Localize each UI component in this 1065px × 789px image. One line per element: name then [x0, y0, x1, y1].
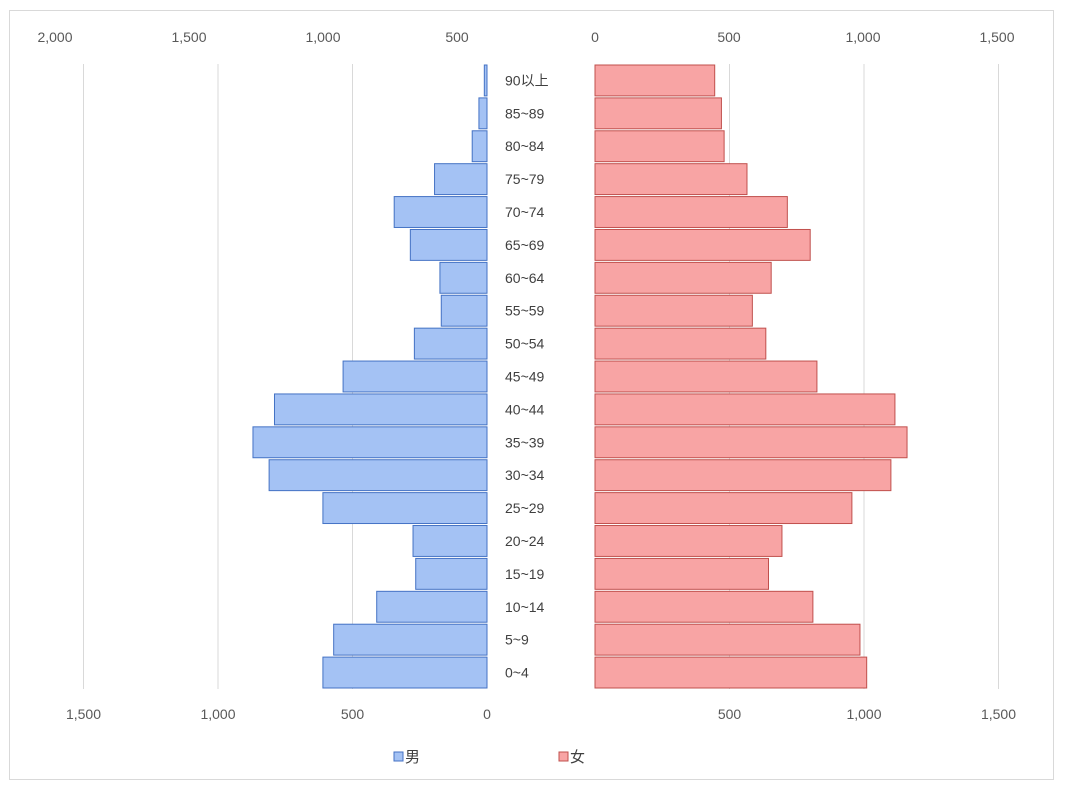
bar-female	[594, 393, 896, 426]
bar-male	[322, 492, 488, 525]
bar-female	[594, 327, 767, 360]
bar-male	[409, 228, 488, 261]
bar-female	[594, 426, 908, 459]
category-label: 70~74	[505, 204, 545, 220]
bar-female	[594, 64, 716, 97]
bar-male	[268, 459, 488, 492]
bar-male	[439, 261, 488, 294]
bar-female	[594, 130, 725, 163]
bottom-tick-label-male: 0	[483, 706, 491, 722]
bar-female	[594, 261, 772, 294]
top-tick-label-female: 0	[591, 29, 599, 45]
bar-female	[594, 525, 783, 557]
legend-swatch-male	[393, 751, 404, 762]
bar-male	[434, 163, 488, 196]
category-label: 90以上	[505, 72, 549, 88]
legend-label-female: 女	[570, 748, 585, 766]
legend-swatch-female	[558, 751, 569, 762]
category-label: 0~4	[505, 665, 529, 681]
bar-male	[333, 623, 488, 656]
bar-female	[594, 590, 814, 623]
bar-male	[342, 360, 488, 393]
top-tick-label-female: 500	[717, 29, 741, 45]
category-label: 50~54	[505, 336, 545, 352]
category-label: 15~19	[505, 566, 545, 582]
bar-male	[471, 130, 488, 163]
top-tick-label-male: 1,500	[171, 29, 206, 45]
bar-male	[415, 557, 488, 590]
category-label: 35~39	[505, 434, 545, 450]
bar-male	[478, 97, 488, 130]
bar-female	[594, 163, 748, 196]
category-label: 80~84	[505, 138, 545, 154]
bottom-tick-label-female: 1,500	[981, 706, 1016, 722]
bar-female	[594, 228, 811, 261]
bar-male	[413, 327, 488, 360]
category-label: 75~79	[505, 171, 545, 187]
top-tick-label-male: 1,000	[305, 29, 340, 45]
category-label: 55~59	[505, 303, 545, 319]
bar-female	[594, 656, 868, 689]
category-label: 60~64	[505, 270, 545, 286]
bar-male	[252, 426, 488, 459]
bar-male	[273, 393, 488, 426]
bar-male	[393, 196, 488, 228]
bar-male	[483, 64, 488, 97]
bar-male	[376, 590, 488, 623]
bar-female	[594, 623, 861, 656]
bottom-tick-label-female: 1,000	[846, 706, 881, 722]
category-label: 40~44	[505, 401, 545, 417]
bottom-tick-label-male: 500	[341, 706, 365, 722]
bar-male	[322, 656, 488, 689]
top-tick-label-male: 500	[445, 29, 469, 45]
top-tick-label-female: 1,000	[845, 29, 880, 45]
category-label: 85~89	[505, 105, 545, 121]
bar-male	[440, 294, 488, 327]
top-tick-label-male: 2,000	[37, 29, 72, 45]
legend-label-male: 男	[405, 749, 420, 766]
bottom-tick-label-female: 500	[718, 706, 742, 722]
category-label: 5~9	[505, 632, 529, 648]
category-label: 30~34	[505, 467, 545, 483]
bar-female	[594, 294, 753, 327]
category-label: 10~14	[505, 599, 545, 615]
category-label: 65~69	[505, 237, 545, 253]
bottom-tick-label-male: 1,000	[200, 706, 235, 722]
category-label: 25~29	[505, 500, 545, 516]
bar-female	[594, 492, 853, 525]
bar-female	[594, 196, 788, 228]
bar-female	[594, 360, 818, 393]
bar-female	[594, 557, 770, 590]
category-label: 45~49	[505, 369, 545, 385]
bar-male	[412, 525, 488, 557]
bottom-tick-label-male: 1,500	[66, 706, 101, 722]
top-tick-label-female: 1,500	[979, 29, 1014, 45]
chart-frame	[9, 10, 1054, 780]
bar-female	[594, 459, 892, 492]
bar-female	[594, 97, 722, 130]
category-label: 20~24	[505, 533, 545, 549]
